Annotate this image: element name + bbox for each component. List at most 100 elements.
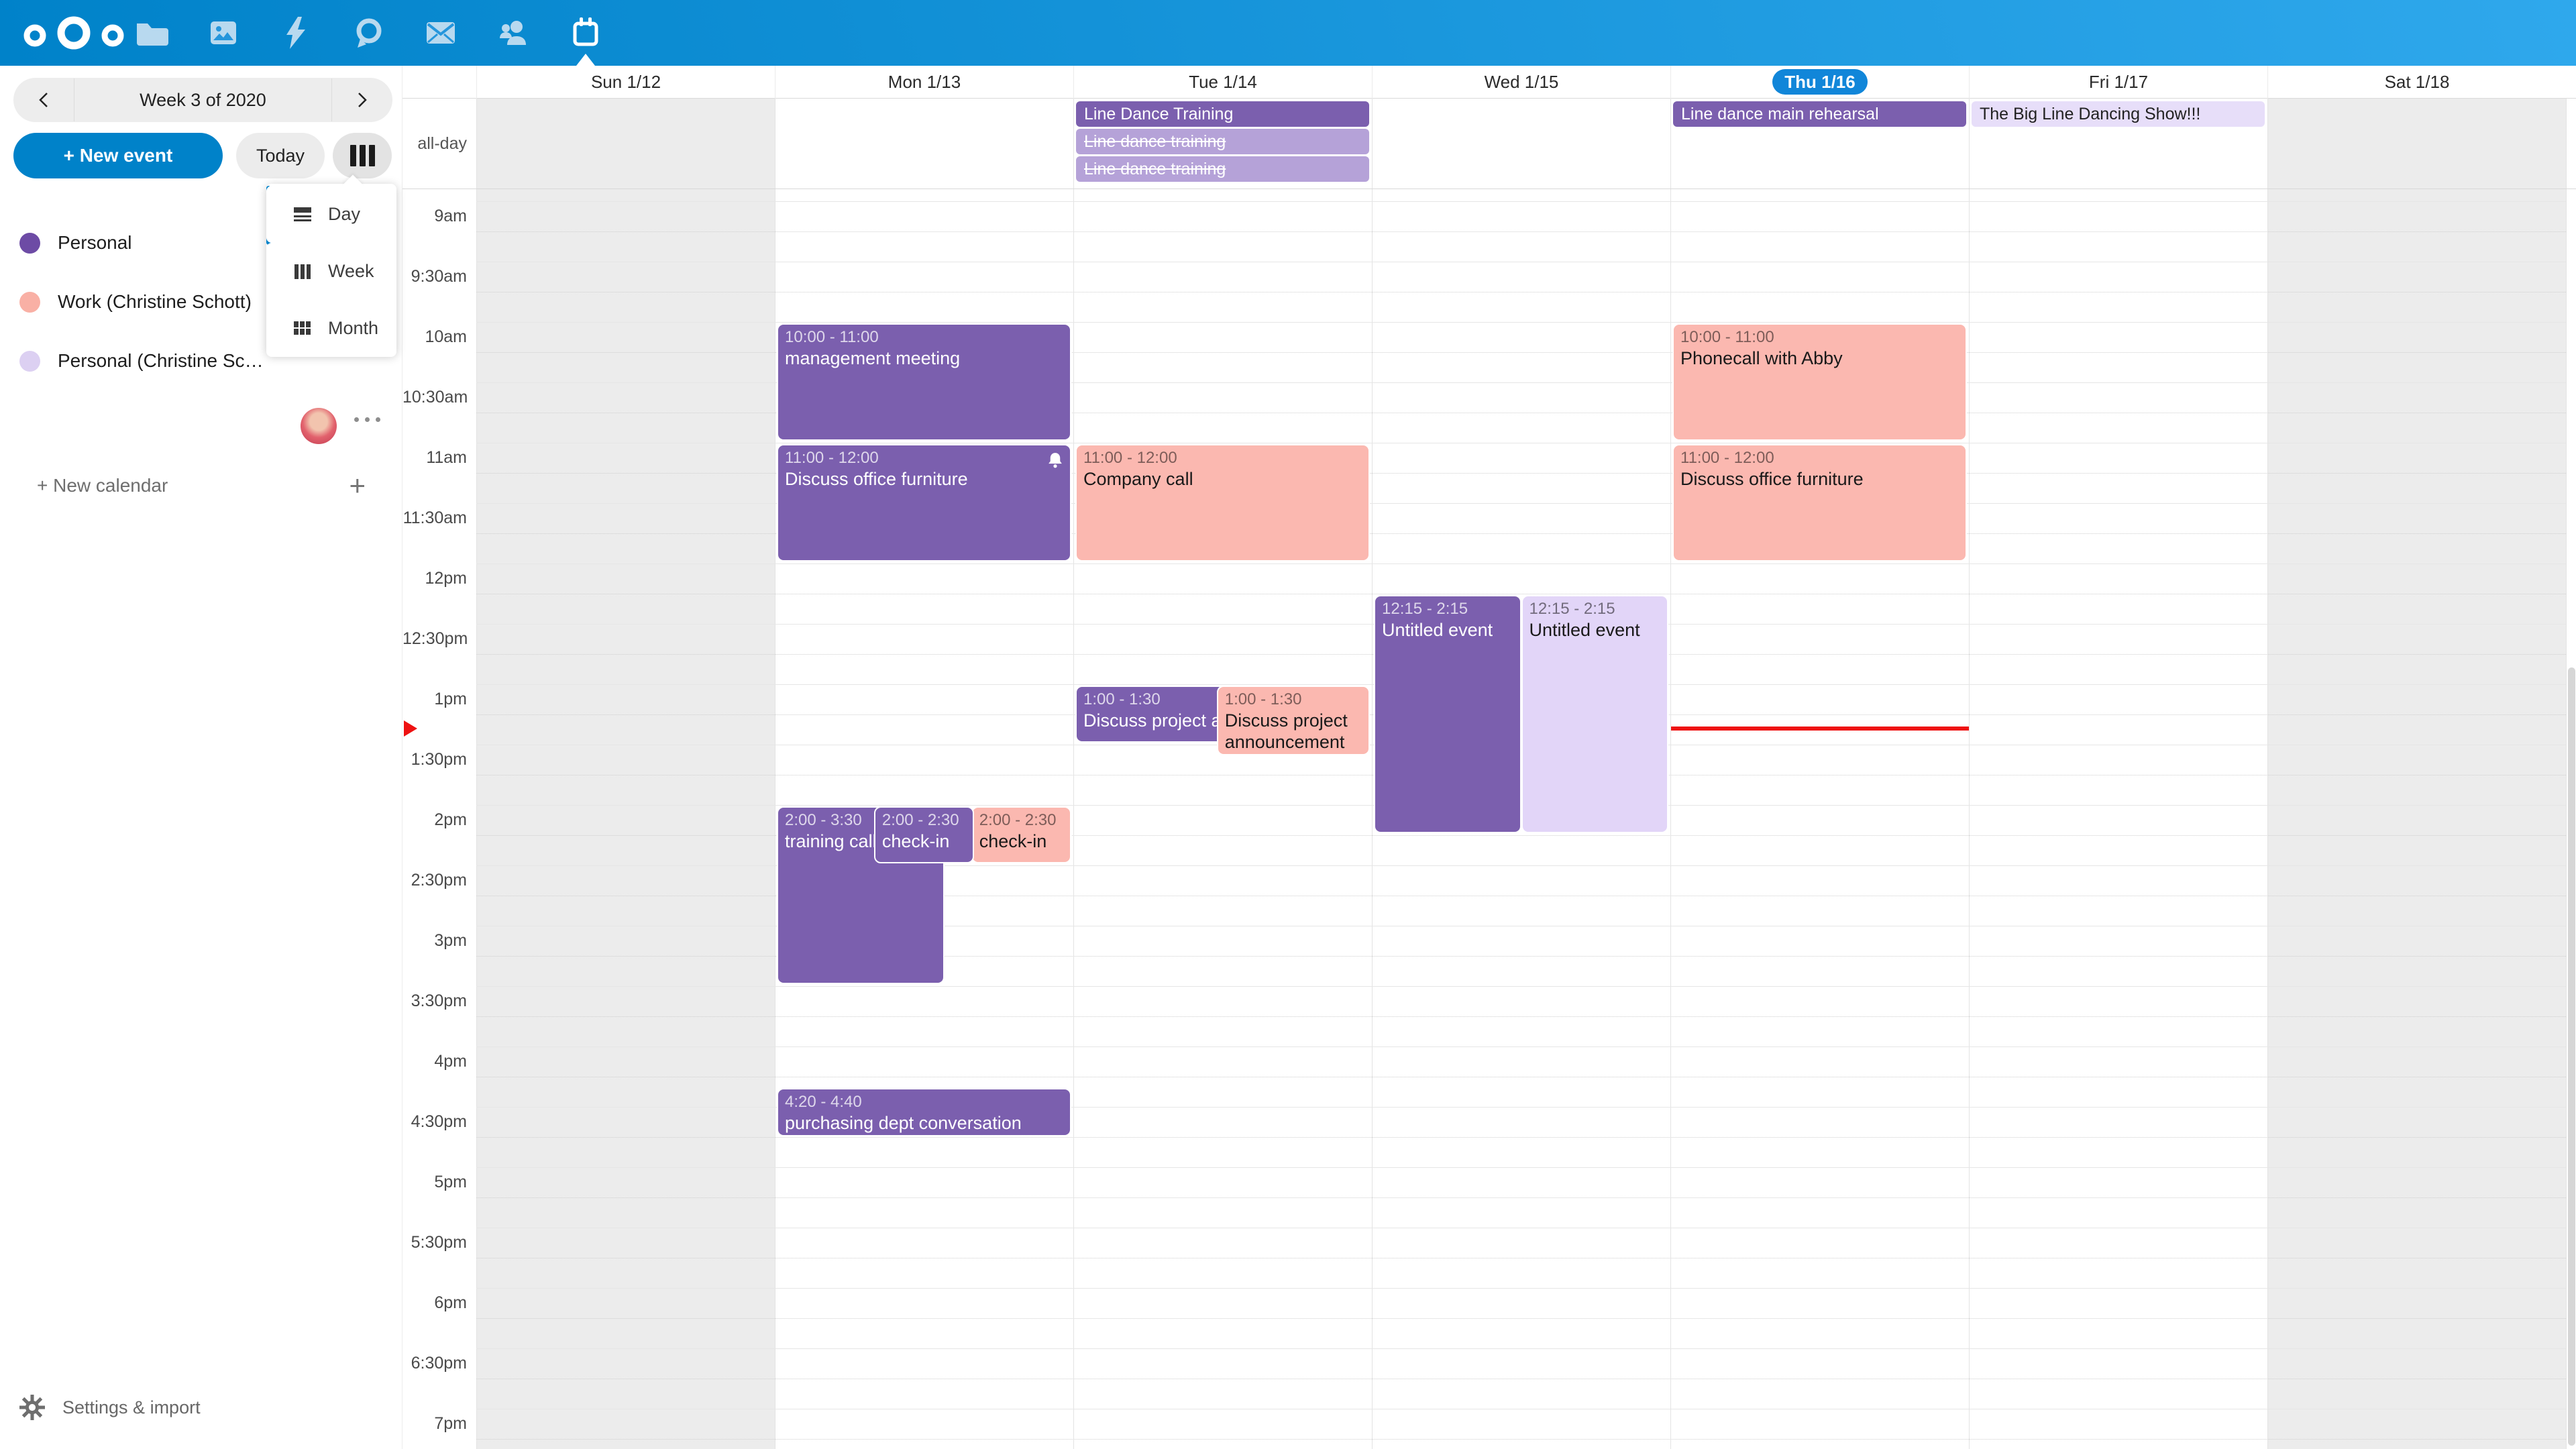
event[interactable]: 10:00 - 11:00 management meeting — [777, 323, 1071, 441]
activity-icon[interactable] — [260, 0, 332, 66]
view-menu-item-day[interactable]: Day — [266, 186, 396, 243]
gridline-15min — [476, 1439, 2566, 1440]
calendar-icon[interactable] — [549, 0, 622, 66]
event[interactable]: 12:15 - 2:15 Untitled event — [1374, 595, 1521, 833]
next-week-button[interactable] — [332, 78, 392, 122]
time-label: 12:30pm — [402, 629, 468, 648]
time-label: 6:30pm — [411, 1354, 467, 1373]
calendar-actions-menu-icon[interactable] — [354, 417, 380, 422]
day-header-3[interactable]: Wed 1/15 — [1372, 66, 1670, 99]
event-time: 1:00 - 1:30 — [1224, 690, 1302, 708]
event-title: Discuss project announcement — [1224, 710, 1348, 752]
view-menu-item-week[interactable]: Week — [266, 243, 396, 300]
nextcloud-logo[interactable] — [20, 15, 127, 56]
day-header-4[interactable]: Thu 1/16 — [1670, 66, 1969, 99]
gridline-30min — [476, 1348, 2566, 1349]
gridline-30min — [476, 382, 2566, 383]
event-title: Discuss project announcement — [1083, 710, 1223, 731]
event-time: 11:00 - 12:00 — [785, 449, 879, 467]
photos-icon[interactable] — [187, 0, 260, 66]
active-app-pointer — [576, 54, 595, 66]
week-label[interactable]: Week 3 of 2020 — [74, 78, 332, 121]
event[interactable]: 4:20 - 4:40 purchasing dept conversation — [777, 1087, 1071, 1136]
time-label: 4:30pm — [411, 1112, 467, 1131]
event-title: Untitled event — [1529, 620, 1640, 640]
gridline-30min — [476, 201, 2566, 202]
time-label: 7pm — [434, 1414, 467, 1433]
event[interactable]: 2:00 - 2:30 check-in — [971, 806, 1071, 863]
time-label: 9am — [434, 207, 467, 225]
event[interactable]: 11:00 - 12:00 Company call — [1075, 444, 1370, 561]
new-event-button[interactable]: + New event — [13, 133, 223, 178]
all-day-event[interactable]: Line dance main rehearsal — [1673, 101, 1966, 127]
view-switcher-button[interactable] — [333, 133, 392, 178]
calendar-item-1[interactable]: Personal — [0, 213, 402, 272]
event-time: 12:15 - 2:15 — [1382, 600, 1468, 618]
day-column-5[interactable] — [1969, 189, 2267, 1449]
today-button[interactable]: Today — [236, 133, 325, 178]
all-day-event[interactable]: Line dance training — [1076, 129, 1369, 154]
time-label: 2pm — [434, 810, 467, 829]
event-title: training call — [785, 831, 877, 851]
shared-calendar-avatar — [301, 408, 337, 444]
view-month-icon — [293, 320, 316, 337]
day-header-1[interactable]: Mon 1/13 — [775, 66, 1073, 99]
gridline-30min — [476, 986, 2566, 987]
previous-week-button[interactable] — [13, 78, 74, 122]
talk-icon[interactable] — [332, 0, 405, 66]
event[interactable]: 12:15 - 2:15 Untitled event — [1521, 595, 1668, 833]
new-calendar-button[interactable]: + New calendar + — [37, 467, 402, 504]
event[interactable]: 11:00 - 12:00 Discuss office furniture — [1672, 444, 1967, 561]
event[interactable]: 10:00 - 11:00 Phonecall with Abby — [1672, 323, 1967, 441]
mail-icon[interactable] — [405, 0, 477, 66]
all-day-event[interactable]: The Big Line Dancing Show!!! — [1972, 101, 2265, 127]
column-separator — [1372, 99, 1373, 189]
day-header-2[interactable]: Tue 1/14 — [1073, 66, 1372, 99]
day-column-6[interactable] — [2267, 189, 2566, 1449]
event-time: 11:00 - 12:00 — [1083, 449, 1177, 467]
event-title: Company call — [1083, 469, 1193, 489]
gridline-15min — [476, 835, 2566, 836]
all-day-event[interactable]: Line Dance Training — [1076, 101, 1369, 127]
all-day-row: all-day Line Dance Training Line dance tr… — [402, 99, 2576, 189]
gridline-30min — [476, 865, 2566, 866]
event[interactable]: 1:00 - 1:30 Discuss project announcement — [1075, 686, 1229, 743]
calendar-week-view: Sun 1/12 Mon 1/13 Tue 1/14 Wed 1/15 Thu 1/16… — [402, 66, 2576, 1449]
event[interactable]: 11:00 - 12:00 Discuss office furniture — [777, 444, 1071, 561]
calendar-item-3[interactable]: Personal (Christine Schott) — [0, 331, 402, 390]
day-header-5[interactable]: Fri 1/17 — [1969, 66, 2267, 99]
time-label: 6pm — [434, 1293, 467, 1312]
day-column-0[interactable] — [476, 189, 775, 1449]
time-label: 11:30am — [402, 508, 467, 527]
time-label: 1pm — [434, 690, 467, 708]
weekend-column-background — [2267, 99, 2566, 189]
calendar-item-2[interactable]: Work (Christine Schott) — [0, 272, 402, 331]
time-label: 10am — [425, 327, 467, 346]
event-title: Phonecall with Abby — [1680, 348, 1843, 368]
column-separator — [1073, 99, 1074, 189]
view-menu-item-month[interactable]: Month — [266, 300, 396, 357]
vertical-scrollbar[interactable] — [2568, 667, 2575, 1446]
contacts-icon[interactable] — [477, 0, 549, 66]
files-icon[interactable] — [115, 0, 187, 66]
column-separator — [2267, 189, 2268, 1449]
calendar-color-dot — [19, 350, 40, 372]
gridline-30min — [476, 322, 2566, 323]
day-column-2[interactable] — [1073, 189, 1372, 1449]
settings-label: Settings & import — [62, 1397, 201, 1417]
top-navbar — [0, 0, 2576, 66]
column-separator — [1670, 189, 1671, 1449]
day-header-6[interactable]: Sat 1/18 — [2267, 66, 2566, 99]
day-header-0[interactable]: Sun 1/12 — [476, 66, 775, 99]
settings-and-import[interactable]: Settings & import — [0, 1387, 402, 1428]
event-time: 2:00 - 2:30 — [979, 811, 1057, 829]
time-grid: 9am 9:30am 10am 10:30am 11am 11:30am 12pm 12:30… — [402, 189, 2576, 1449]
event[interactable]: 1:00 - 1:30 Discuss project announcement — [1216, 686, 1370, 755]
time-label: 5:30pm — [411, 1233, 467, 1252]
gridline-15min — [476, 352, 2566, 353]
all-day-event[interactable]: Line dance training — [1076, 156, 1369, 182]
time-label: 2:30pm — [411, 871, 467, 890]
gridline-15min — [476, 533, 2566, 534]
event[interactable]: 2:00 - 2:30 check-in — [873, 806, 975, 863]
calendar-color-dot — [19, 291, 40, 313]
